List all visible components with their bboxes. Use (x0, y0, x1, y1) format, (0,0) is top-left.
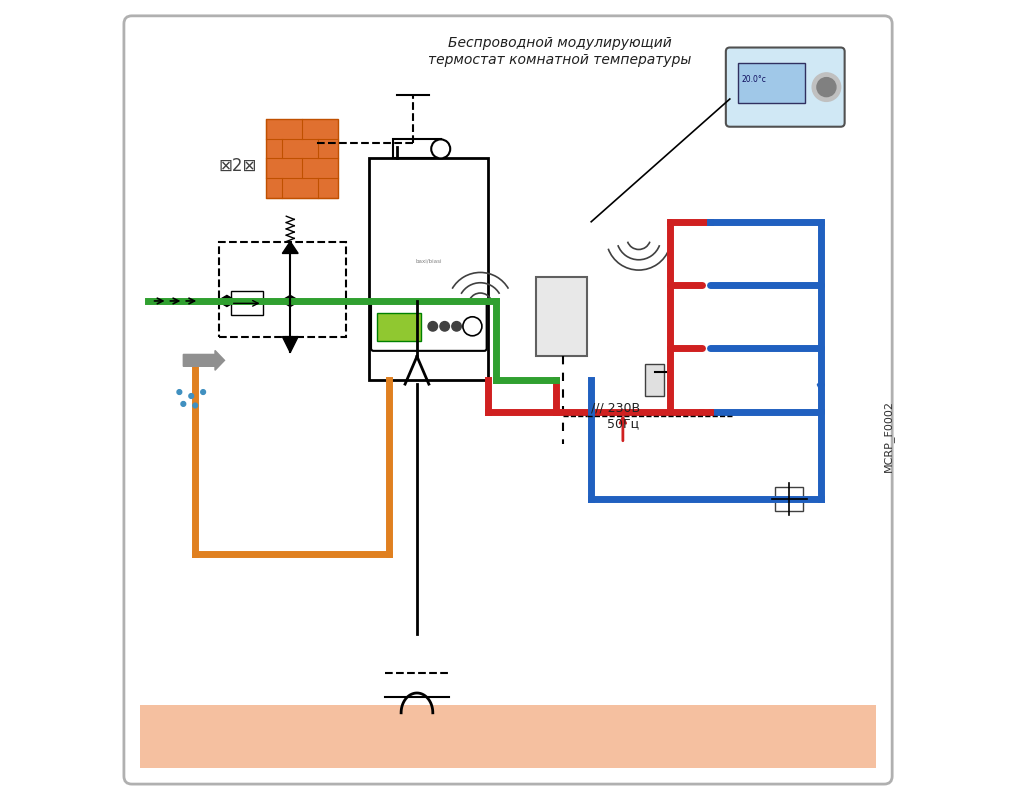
Bar (378, 313, 421, 341)
Polygon shape (281, 295, 300, 307)
FancyArrow shape (183, 351, 224, 370)
Text: baxi/biasi: baxi/biasi (416, 259, 442, 264)
Bar (266, 119, 338, 198)
Polygon shape (217, 295, 237, 307)
FancyBboxPatch shape (124, 16, 892, 784)
Bar (645, 364, 665, 396)
FancyBboxPatch shape (726, 48, 845, 127)
Text: 20.0°c: 20.0°c (741, 74, 767, 84)
Polygon shape (283, 337, 298, 352)
Text: Беспроводной модулирующий
термостат комнатной температуры: Беспроводной модулирующий термостат комн… (428, 36, 691, 67)
Bar (139, 705, 877, 768)
Bar (393, 139, 440, 158)
Circle shape (431, 139, 451, 158)
Circle shape (188, 394, 194, 398)
Polygon shape (283, 242, 298, 253)
Bar (737, 63, 805, 103)
FancyBboxPatch shape (371, 303, 486, 351)
Bar (370, 158, 488, 380)
Circle shape (177, 390, 181, 394)
Circle shape (440, 322, 450, 331)
Circle shape (428, 322, 437, 331)
Circle shape (452, 322, 462, 331)
Circle shape (812, 73, 841, 101)
Bar (219, 242, 346, 337)
Bar (775, 487, 804, 511)
Text: ⊠2⊠: ⊠2⊠ (219, 158, 257, 175)
Text: MCRP_F0002: MCRP_F0002 (883, 400, 894, 471)
Circle shape (817, 78, 836, 97)
Circle shape (193, 403, 198, 408)
Bar (536, 277, 587, 356)
Circle shape (463, 317, 482, 336)
Circle shape (201, 390, 206, 394)
Text: /// 230В
    50Гц: /// 230В 50Гц (591, 402, 640, 430)
Circle shape (181, 402, 185, 406)
Bar (230, 291, 262, 315)
